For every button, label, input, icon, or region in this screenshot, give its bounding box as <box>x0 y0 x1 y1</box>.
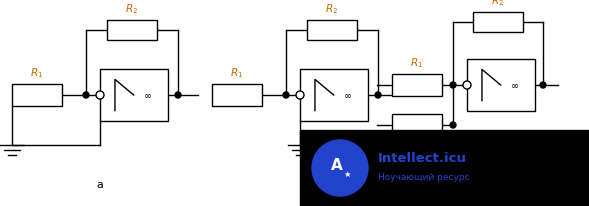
Bar <box>212 84 262 106</box>
Circle shape <box>450 122 456 128</box>
Circle shape <box>312 140 368 196</box>
Bar <box>107 20 157 40</box>
Bar <box>307 20 357 40</box>
Bar <box>467 59 535 111</box>
Bar <box>473 12 523 32</box>
Text: $\infty$: $\infty$ <box>510 80 519 90</box>
Bar <box>12 84 62 106</box>
Circle shape <box>96 91 104 99</box>
Circle shape <box>83 92 89 98</box>
Bar <box>392 114 442 136</box>
Circle shape <box>375 92 381 98</box>
Bar <box>300 130 589 206</box>
Circle shape <box>450 82 456 88</box>
Text: Ноучающий ресурс: Ноучающий ресурс <box>378 173 469 183</box>
Text: Intellect.icu: Intellect.icu <box>378 152 467 165</box>
Circle shape <box>540 82 546 88</box>
Circle shape <box>175 92 181 98</box>
Circle shape <box>463 81 471 89</box>
Text: $R_3$: $R_3$ <box>411 141 423 155</box>
Text: $R_1$: $R_1$ <box>230 66 244 80</box>
Text: $R_2$: $R_2$ <box>125 2 138 16</box>
Circle shape <box>296 91 304 99</box>
Bar <box>392 74 442 96</box>
Text: ★: ★ <box>343 170 351 179</box>
Circle shape <box>283 92 289 98</box>
Text: a: a <box>97 180 104 190</box>
Text: $R_1$: $R_1$ <box>31 66 44 80</box>
Text: $R_2$: $R_2$ <box>326 2 339 16</box>
Text: $R_1$: $R_1$ <box>411 56 423 70</box>
Text: $\infty$: $\infty$ <box>343 90 352 100</box>
Bar <box>300 69 368 121</box>
Text: A: A <box>331 158 343 173</box>
Text: $\infty$: $\infty$ <box>143 90 152 100</box>
Bar <box>100 69 168 121</box>
Text: $R_2$: $R_2$ <box>491 0 505 8</box>
